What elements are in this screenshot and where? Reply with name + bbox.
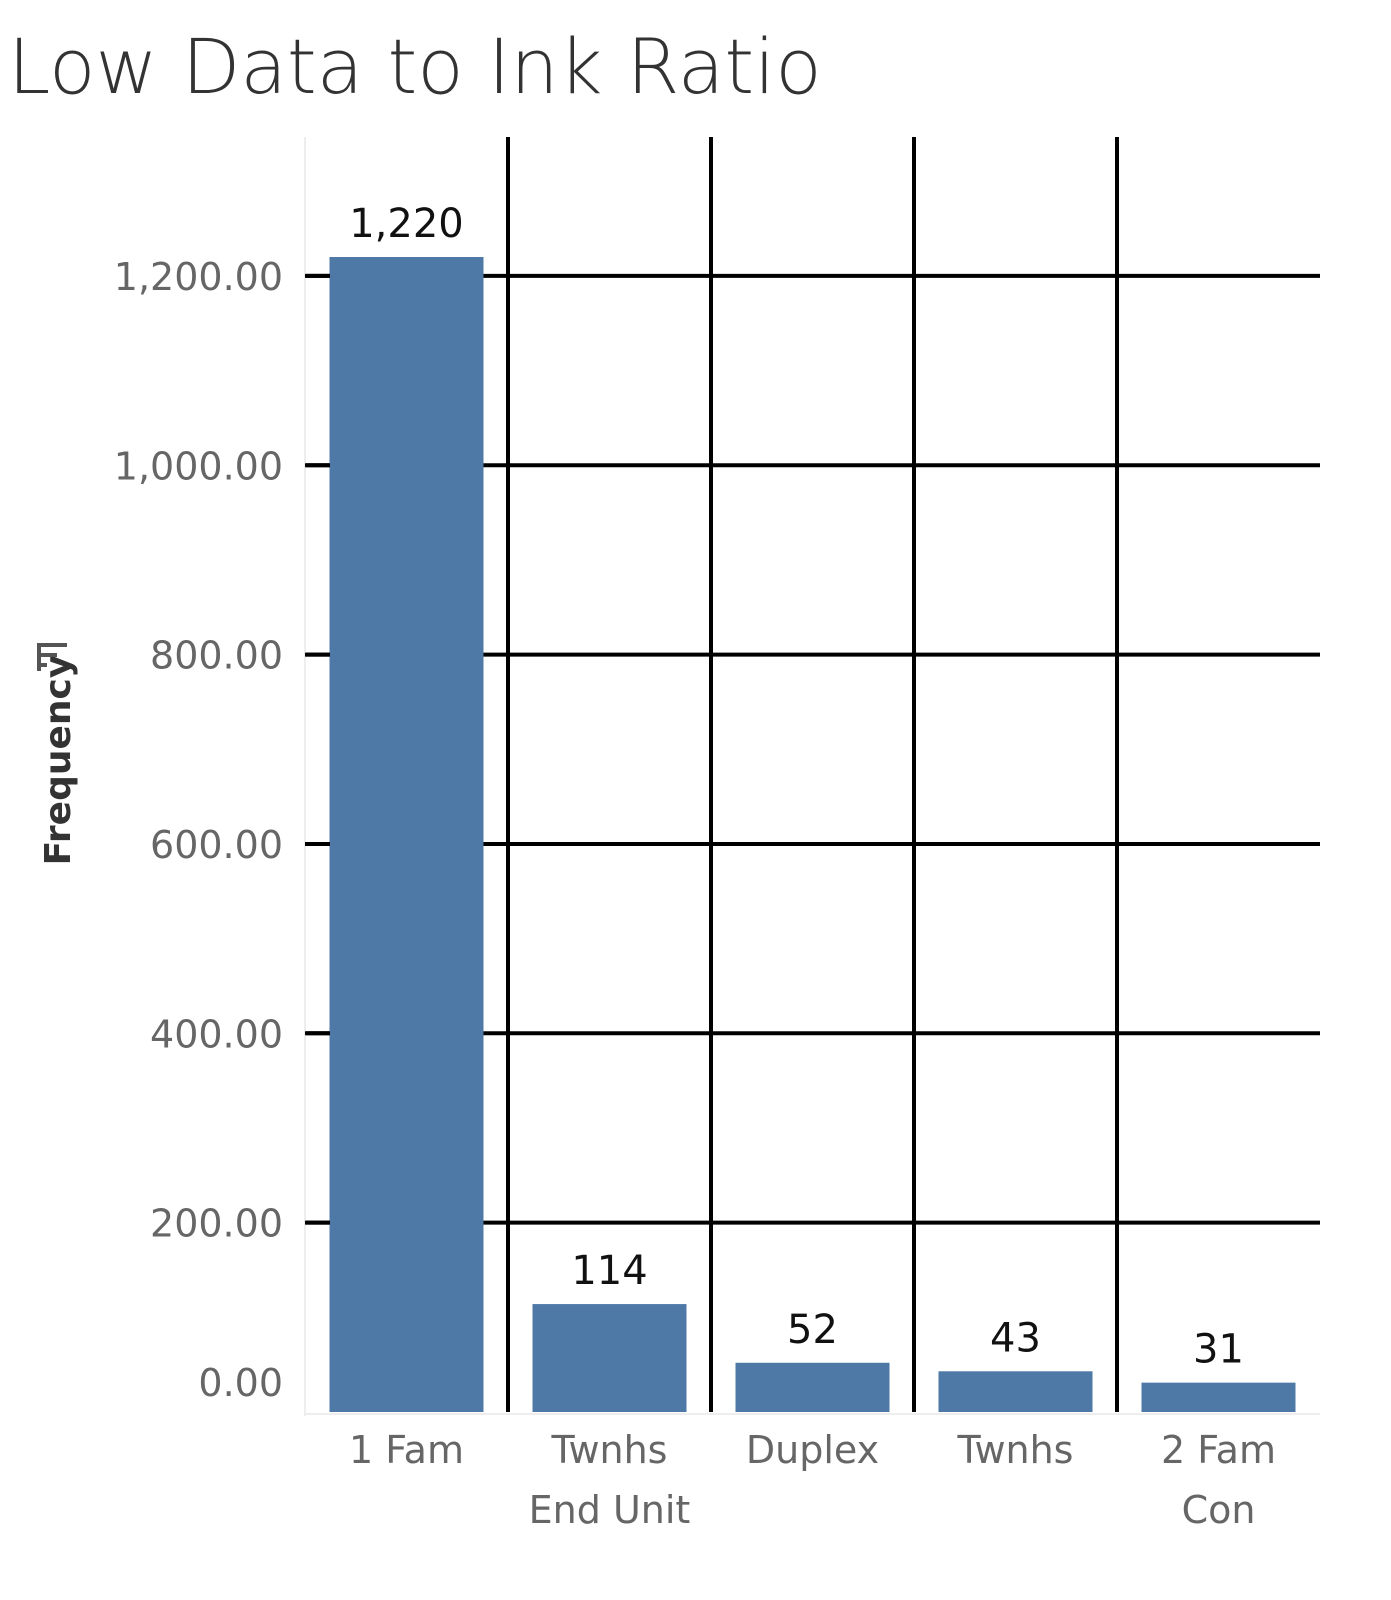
x-tick-label-3: Twnhs xyxy=(957,1428,1074,1472)
x-tick-label-4: 2 Fam Con xyxy=(1161,1428,1276,1532)
y-axis-title: Frequency xyxy=(37,643,79,865)
chart-title: Low Data to Ink Ratio xyxy=(8,22,822,111)
y-tick-label-200: 200.00 xyxy=(150,1202,283,1246)
bar-3[interactable] xyxy=(938,1371,1093,1412)
bar-4[interactable] xyxy=(1141,1382,1296,1412)
bar-0[interactable] xyxy=(329,257,484,1412)
data-label-0: 1,220 xyxy=(349,201,464,247)
x-tick-label-1: Twnhs End Unit xyxy=(529,1428,691,1532)
sort-descending-icon[interactable] xyxy=(37,643,67,671)
x-axis: 1 Fam Twnhs End Unit Duplex Twnhs 2 Fam Con xyxy=(349,1428,1276,1532)
data-labels: 1,220 114 52 43 31 xyxy=(349,201,1244,1373)
y-tick-label-0: 0.00 xyxy=(198,1361,283,1405)
vertical-gridlines xyxy=(304,137,1320,1416)
y-tick-label-800: 800.00 xyxy=(150,634,283,678)
x-tick-label-0: 1 Fam xyxy=(349,1428,464,1472)
bar-2[interactable] xyxy=(735,1362,890,1412)
y-tick-label-1200: 1,200.00 xyxy=(114,255,283,299)
y-tick-label-1000: 1,000.00 xyxy=(114,444,283,488)
data-label-2: 52 xyxy=(787,1307,838,1353)
y-axis-label: Frequency xyxy=(38,655,79,866)
data-label-1: 114 xyxy=(571,1248,647,1294)
y-tick-label-400: 400.00 xyxy=(150,1012,283,1056)
data-label-3: 43 xyxy=(990,1315,1041,1361)
bar-1[interactable] xyxy=(532,1304,687,1412)
data-label-4: 31 xyxy=(1193,1327,1244,1373)
y-axis: 0.00 200.00 400.00 600.00 800.00 1,000.00 1,20… xyxy=(114,255,330,1405)
bars xyxy=(329,257,1296,1412)
x-tick-label-2: Duplex xyxy=(746,1428,879,1472)
y-tick-label-600: 600.00 xyxy=(150,823,283,867)
